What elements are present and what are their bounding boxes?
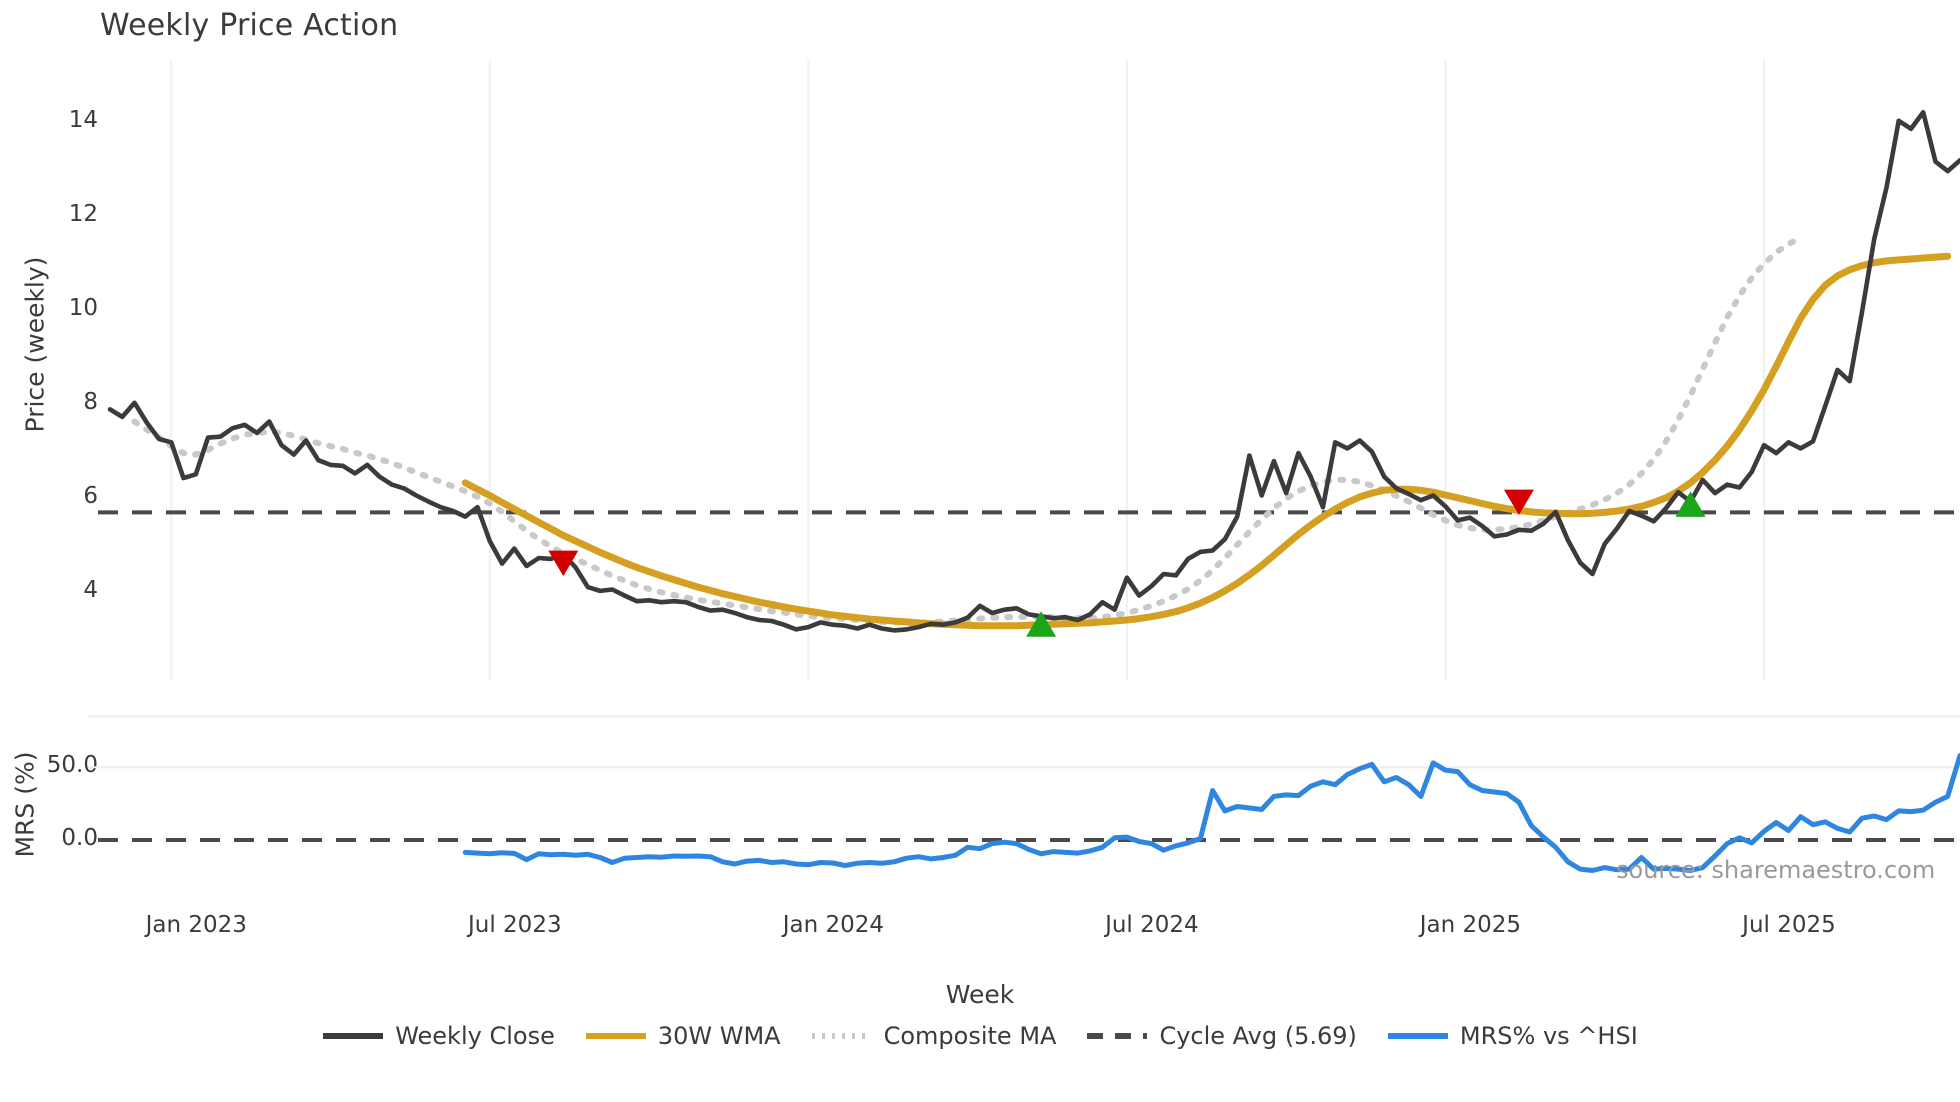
mrs-line bbox=[462, 752, 1960, 873]
x-tick: Jul 2023 bbox=[467, 912, 562, 938]
legend-swatch-icon bbox=[1387, 1033, 1448, 1039]
legend-item[interactable]: Weekly Close bbox=[322, 1022, 555, 1050]
x-axis-label: Week bbox=[945, 980, 1015, 1009]
x-tick: Jul 2025 bbox=[1742, 912, 1836, 938]
composite-ma-line bbox=[131, 235, 1804, 626]
legend-item[interactable]: Composite MA bbox=[811, 1022, 1057, 1050]
page-title: Weekly Price Action bbox=[100, 8, 399, 43]
chart-legend: Weekly Close 30W WMA Composite MA Cycle Avg… bbox=[0, 1022, 1960, 1050]
legend-swatch-icon bbox=[323, 1033, 384, 1039]
x-tick: Jan 2023 bbox=[145, 912, 247, 938]
weekly-close-line bbox=[107, 110, 1960, 633]
sell-signal-marker[interactable] bbox=[1503, 489, 1534, 516]
source-watermark: source: sharemaestro.com bbox=[1616, 856, 1936, 884]
price-y-tick: 4 bbox=[83, 576, 98, 603]
legend-label: Composite MA bbox=[883, 1022, 1057, 1050]
legend-label: Weekly Close bbox=[395, 1022, 555, 1050]
mrs-y-tick: 50.0 bbox=[46, 752, 98, 779]
legend-swatch-icon bbox=[1087, 1033, 1148, 1039]
price-y-tick: 6 bbox=[83, 482, 98, 509]
sell-signal-marker[interactable] bbox=[548, 550, 579, 577]
buy-signal-marker[interactable] bbox=[1026, 611, 1057, 637]
legend-item[interactable]: MRS% vs ^HSI bbox=[1387, 1022, 1638, 1050]
price-y-tick: 14 bbox=[68, 106, 98, 133]
wma30-line bbox=[461, 252, 1952, 630]
legend-label: Cycle Avg (5.69) bbox=[1159, 1022, 1357, 1050]
legend-item[interactable]: 30W WMA bbox=[585, 1022, 781, 1050]
price-y-tick: 10 bbox=[68, 294, 98, 321]
legend-label: MRS% vs ^HSI bbox=[1459, 1022, 1638, 1050]
legend-label: 30W WMA bbox=[657, 1022, 781, 1050]
buy-signal-marker[interactable] bbox=[1675, 491, 1706, 517]
x-tick: Jul 2024 bbox=[1105, 912, 1199, 938]
legend-item[interactable]: Cycle Avg (5.69) bbox=[1086, 1022, 1357, 1050]
x-tick: Jan 2024 bbox=[782, 912, 884, 938]
mrs-y-tick: 0.0 bbox=[61, 825, 98, 851]
legend-swatch-icon bbox=[585, 1033, 646, 1039]
price-y-tick: 8 bbox=[83, 388, 98, 415]
legend-swatch-icon bbox=[811, 1033, 872, 1039]
x-tick: Jan 2025 bbox=[1419, 912, 1522, 938]
price-y-tick: 12 bbox=[68, 200, 98, 227]
